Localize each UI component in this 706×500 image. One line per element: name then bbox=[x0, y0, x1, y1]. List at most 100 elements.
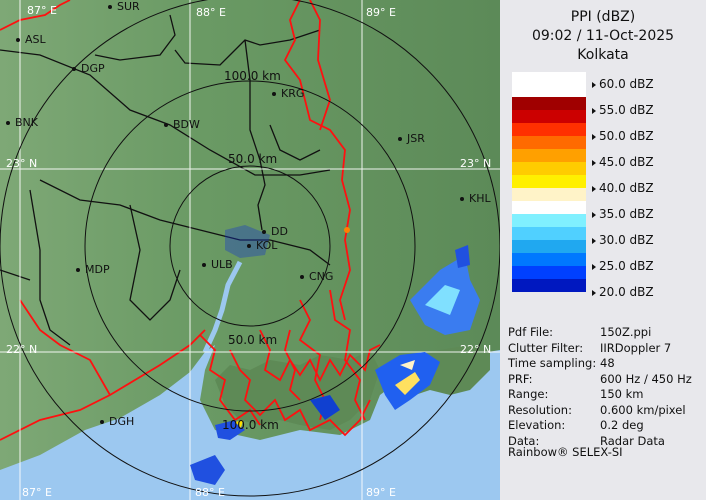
city-marker-icon bbox=[100, 420, 104, 424]
legend-band bbox=[512, 266, 586, 279]
metadata-key: PRF: bbox=[508, 371, 533, 386]
longitude-label-89e-bottom: 89° E bbox=[366, 486, 396, 499]
city-label: KOL bbox=[256, 239, 278, 252]
metadata-key: Elevation: bbox=[508, 418, 566, 432]
city-label: ASL bbox=[25, 33, 46, 46]
city-label: KHL bbox=[469, 192, 491, 205]
legend-band bbox=[512, 279, 586, 292]
city-mdp: MDP bbox=[76, 264, 110, 276]
sea bbox=[0, 345, 500, 500]
legend-band bbox=[512, 136, 586, 149]
legend-band bbox=[512, 97, 586, 110]
ring-label-100km-bottom: 100.0 km bbox=[222, 418, 279, 432]
legend-label: 55.0 dBZ bbox=[592, 104, 654, 117]
legend-label: 40.0 dBZ bbox=[592, 182, 654, 195]
city-dgh: DGH bbox=[100, 416, 134, 428]
legend-label: 45.0 dBZ bbox=[592, 156, 654, 169]
city-label: BNK bbox=[15, 116, 38, 129]
range-ring-150km bbox=[0, 0, 500, 497]
city-marker-icon bbox=[76, 268, 80, 272]
metadata-key: Time sampling: bbox=[508, 356, 597, 370]
metadata-row: Data: Radar Data bbox=[508, 433, 665, 448]
rivers bbox=[202, 260, 243, 354]
city-label: DGH bbox=[109, 415, 135, 428]
city-asl: ASL bbox=[16, 34, 46, 46]
city-label: JSR bbox=[407, 132, 425, 145]
metadata-value: IIRDoppler 7 bbox=[600, 340, 672, 355]
city-marker-icon bbox=[398, 137, 402, 141]
range-ring-100km bbox=[84, 80, 416, 412]
city-khl: KHL bbox=[460, 193, 491, 205]
legend-band bbox=[512, 253, 586, 266]
metadata-key: Resolution: bbox=[508, 402, 572, 417]
city-ulb: ULB bbox=[202, 259, 233, 271]
city-marker-icon bbox=[262, 230, 266, 234]
city-marker-icon bbox=[164, 123, 168, 127]
city-kol: KOL bbox=[247, 240, 277, 252]
city-label: ULB bbox=[211, 258, 233, 271]
city-marker-icon bbox=[16, 38, 20, 42]
city-label: KRG bbox=[281, 87, 305, 100]
city-dd: DD bbox=[262, 226, 288, 238]
legend-label: 25.0 dBZ bbox=[592, 260, 654, 273]
city-marker-icon bbox=[272, 92, 276, 96]
legend-label: 60.0 dBZ bbox=[592, 78, 654, 91]
metadata-row: Range: 150 km bbox=[508, 387, 643, 401]
radar-map: 87° E 88° E 89° E 87° E 88° E 89° E 23° … bbox=[0, 0, 500, 500]
city-krg: KRG bbox=[272, 88, 304, 100]
metadata-value: 600 Hz / 450 Hz bbox=[600, 371, 692, 386]
metadata-row: Time sampling: 48 bbox=[508, 356, 615, 370]
legend-label: 20.0 dBZ bbox=[592, 286, 654, 299]
city-marker-icon bbox=[6, 121, 10, 125]
metadata-key: Clutter Filter: bbox=[508, 340, 584, 355]
ring-label-100km-top: 100.0 km bbox=[224, 69, 281, 83]
city-marker-icon bbox=[108, 5, 112, 9]
metadata-key: Data: bbox=[508, 433, 540, 448]
legend-label: 50.0 dBZ bbox=[592, 130, 654, 143]
latitude-label-22n-right: 22° N bbox=[460, 343, 492, 356]
latitude-label-22n-left: 22° N bbox=[6, 343, 38, 356]
city-label: BDW bbox=[173, 118, 200, 131]
city-marker-icon bbox=[300, 275, 304, 279]
station-name: Kolkata bbox=[577, 47, 629, 63]
metadata-value: 150 km bbox=[600, 387, 644, 401]
metadata-row: Clutter Filter: IIRDoppler 7 bbox=[508, 340, 671, 355]
legend-label: 35.0 dBZ bbox=[592, 208, 654, 221]
legend-band bbox=[512, 72, 586, 97]
city-marker-icon bbox=[72, 67, 76, 71]
legend-band bbox=[512, 149, 586, 162]
ring-label-50km-bottom: 50.0 km bbox=[228, 333, 278, 347]
metadata-value: 150Z.ppi bbox=[600, 325, 652, 339]
legend-band bbox=[512, 110, 586, 123]
metadata-row: Pdf File: 150Z.ppi bbox=[508, 325, 651, 339]
legend-band bbox=[512, 214, 586, 227]
metadata-value: 48 bbox=[600, 356, 615, 370]
district-boundaries bbox=[0, 14, 331, 346]
legend-band bbox=[512, 188, 586, 201]
city-marker-icon bbox=[460, 197, 464, 201]
city-cng: CNG bbox=[300, 271, 333, 283]
city-label: DGP bbox=[81, 62, 105, 75]
longitude-label-89e-top: 89° E bbox=[366, 6, 396, 19]
latitude-label-23n-right: 23° N bbox=[460, 157, 492, 170]
legend-band bbox=[512, 162, 586, 175]
info-panel: PPI (dBZ) 09:02 / 11-Oct-2025 Kolkata 60… bbox=[500, 0, 706, 500]
metadata-value: 0.600 km/pixel bbox=[600, 402, 686, 417]
latitude-label-23n-left: 23° N bbox=[6, 157, 38, 170]
metadata-value: 0.2 deg bbox=[600, 418, 644, 432]
metadata-key: Range: bbox=[508, 387, 549, 401]
longitude-label-88e-top: 88° E bbox=[196, 6, 226, 19]
city-jsr: JSR bbox=[398, 133, 425, 145]
legend-band bbox=[512, 175, 586, 188]
legend-band bbox=[512, 123, 586, 136]
city-label: CNG bbox=[309, 270, 334, 283]
city-bdw: BDW bbox=[164, 119, 200, 131]
longitude-label-87e-top: 87° E bbox=[27, 4, 57, 17]
legend-band bbox=[512, 240, 586, 253]
metadata-key: Pdf File: bbox=[508, 325, 554, 339]
radar-echoes bbox=[190, 225, 480, 485]
longitude-label-87e-bottom: 87° E bbox=[22, 486, 52, 499]
product-title: PPI (dBZ) bbox=[570, 9, 636, 25]
city-label: MDP bbox=[85, 263, 110, 276]
datetime: 09:02 / 11-Oct-2025 bbox=[531, 28, 675, 44]
